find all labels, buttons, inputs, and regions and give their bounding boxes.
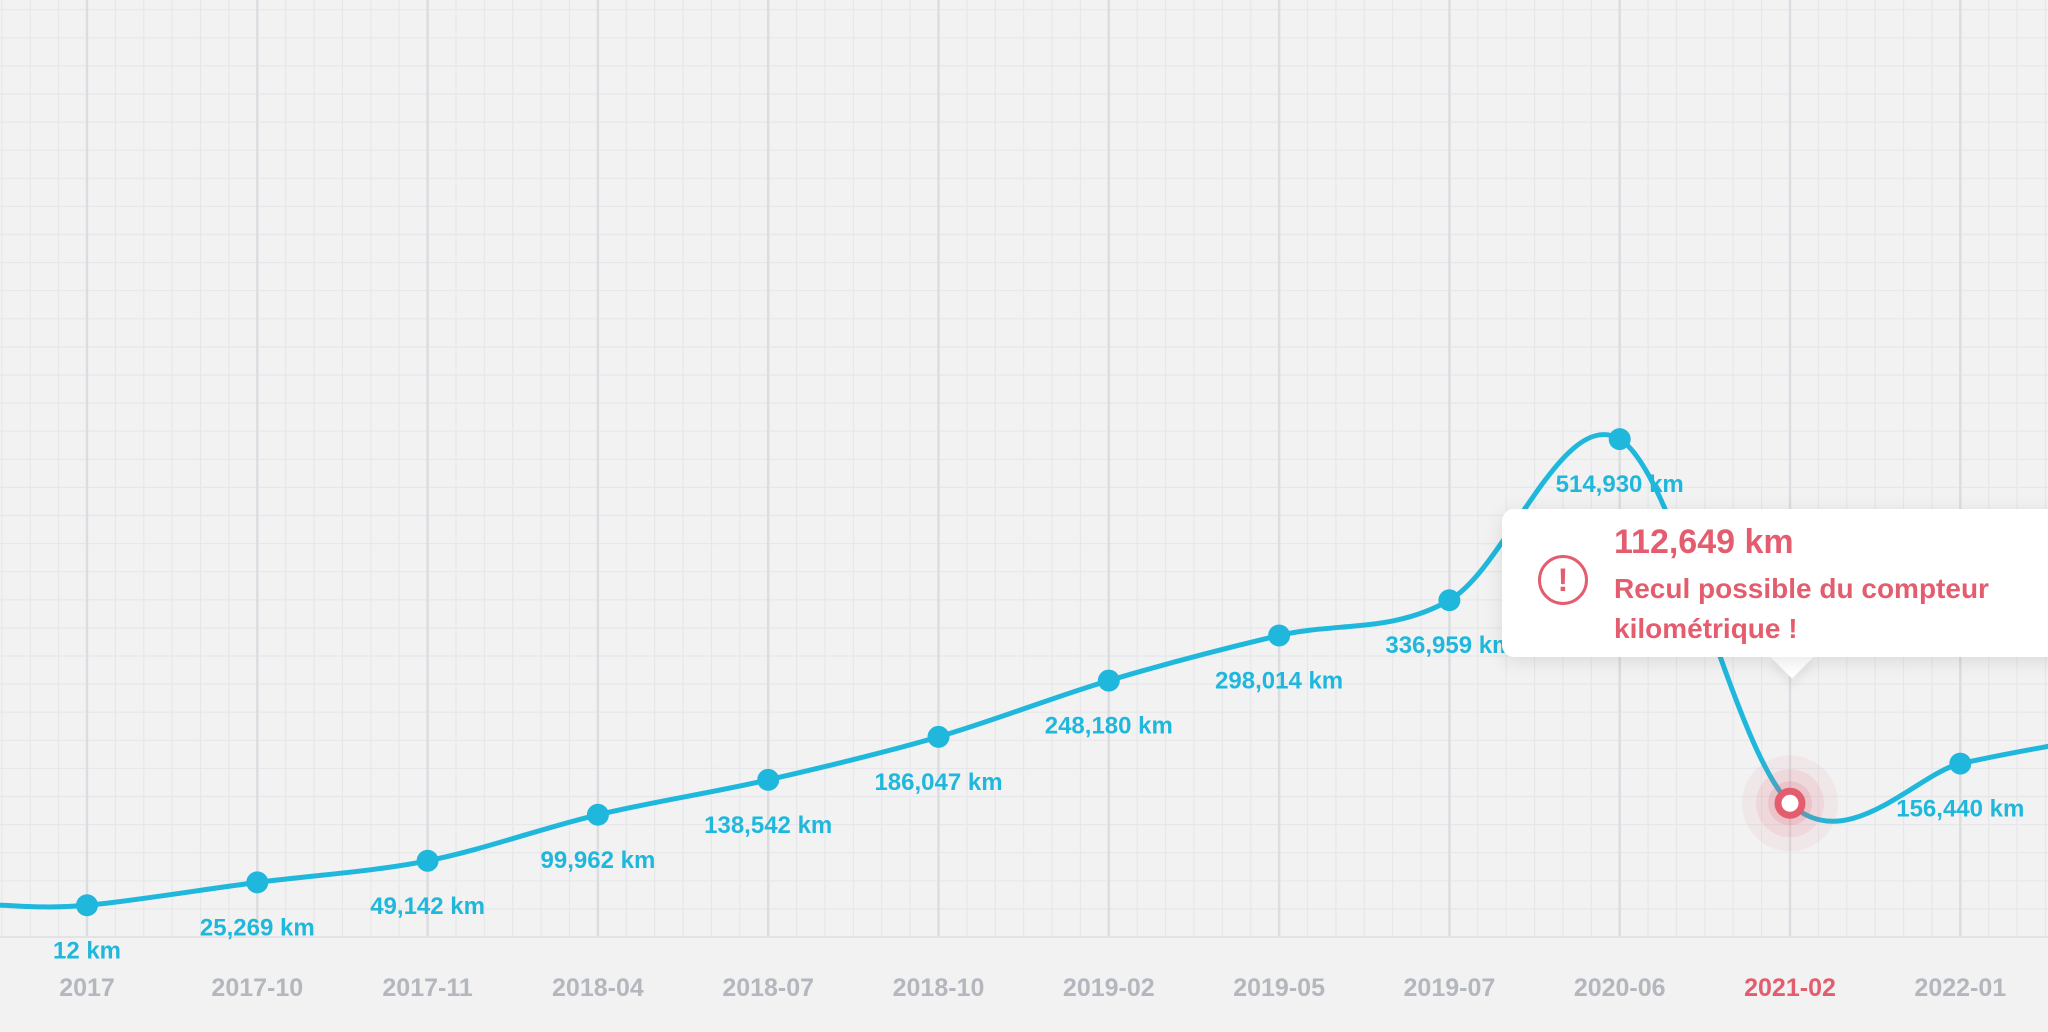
data-point-2020-06[interactable] — [1608, 428, 1631, 451]
minor-gridlines — [0, 0, 2048, 938]
data-point-2017-10[interactable] — [246, 871, 269, 894]
data-label-2018-04: 99,962 km — [541, 847, 656, 874]
x-tick-2017-10: 2017-10 — [211, 974, 303, 1002]
tooltip-value: 112,649 km — [1614, 523, 1794, 561]
x-tick-2019-07: 2019-07 — [1404, 974, 1496, 1002]
x-tick-2022-01: 2022-01 — [1914, 974, 2006, 1002]
data-point-2022-01[interactable] — [1949, 752, 1972, 775]
exclamation-circle-icon: ! — [1538, 555, 1588, 605]
data-label-2018-10: 186,047 km — [874, 769, 1002, 796]
data-point-2019-02[interactable] — [1097, 669, 1120, 692]
data-point-2017[interactable] — [76, 894, 98, 917]
data-point-2018-10[interactable] — [927, 725, 950, 748]
data-label-2017-11: 49,142 km — [370, 893, 485, 920]
rollback-tooltip: ! 112,649 km Recul possible du compteur … — [1502, 509, 2048, 657]
data-label-2019-02: 248,180 km — [1045, 713, 1173, 740]
data-point-2018-04[interactable] — [586, 803, 609, 826]
data-label-2018-07: 138,542 km — [704, 812, 832, 839]
x-tick-2017: 2017 — [59, 974, 115, 1002]
x-tick-2019-05: 2019-05 — [1233, 974, 1325, 1002]
data-point-2018-07[interactable] — [757, 768, 780, 791]
x-axis-tick-labels: 2017 2017-10 2017-11 2018-04 2018-07 2018-10 2… — [59, 974, 2006, 1002]
data-label-2019-07: 336,959 km — [1385, 632, 1513, 659]
x-tick-2021-02: 2021-02 — [1744, 974, 1836, 1002]
data-label-2022-01: 156,440 km — [1896, 796, 2024, 823]
tooltip-message: Recul possible du compteur kilométrique … — [1614, 573, 1989, 644]
data-label-2020-06: 514,930 km — [1556, 471, 1684, 498]
data-point-2017-11[interactable] — [416, 849, 439, 872]
data-point-2019-05[interactable] — [1268, 624, 1291, 647]
x-tick-2018-07: 2018-07 — [722, 974, 814, 1002]
data-points — [76, 428, 1972, 917]
x-tick-2018-04: 2018-04 — [552, 974, 644, 1002]
data-label-2019-05: 298,014 km — [1215, 667, 1343, 694]
x-tick-2019-02: 2019-02 — [1063, 974, 1155, 1002]
data-point-alert-2021-02[interactable] — [1774, 787, 1806, 819]
x-tick-2017-11: 2017-11 — [382, 974, 472, 1002]
data-point-2019-07[interactable] — [1438, 589, 1461, 612]
x-tick-2018-10: 2018-10 — [893, 974, 985, 1002]
data-label-2017-10: 25,269 km — [200, 914, 315, 941]
data-labels: 12 km 25,269 km 49,142 km 99,962 km 138,542 … — [53, 471, 2024, 964]
x-tick-2020-06: 2020-06 — [1574, 974, 1666, 1002]
data-label-2017: 12 km — [53, 937, 121, 964]
